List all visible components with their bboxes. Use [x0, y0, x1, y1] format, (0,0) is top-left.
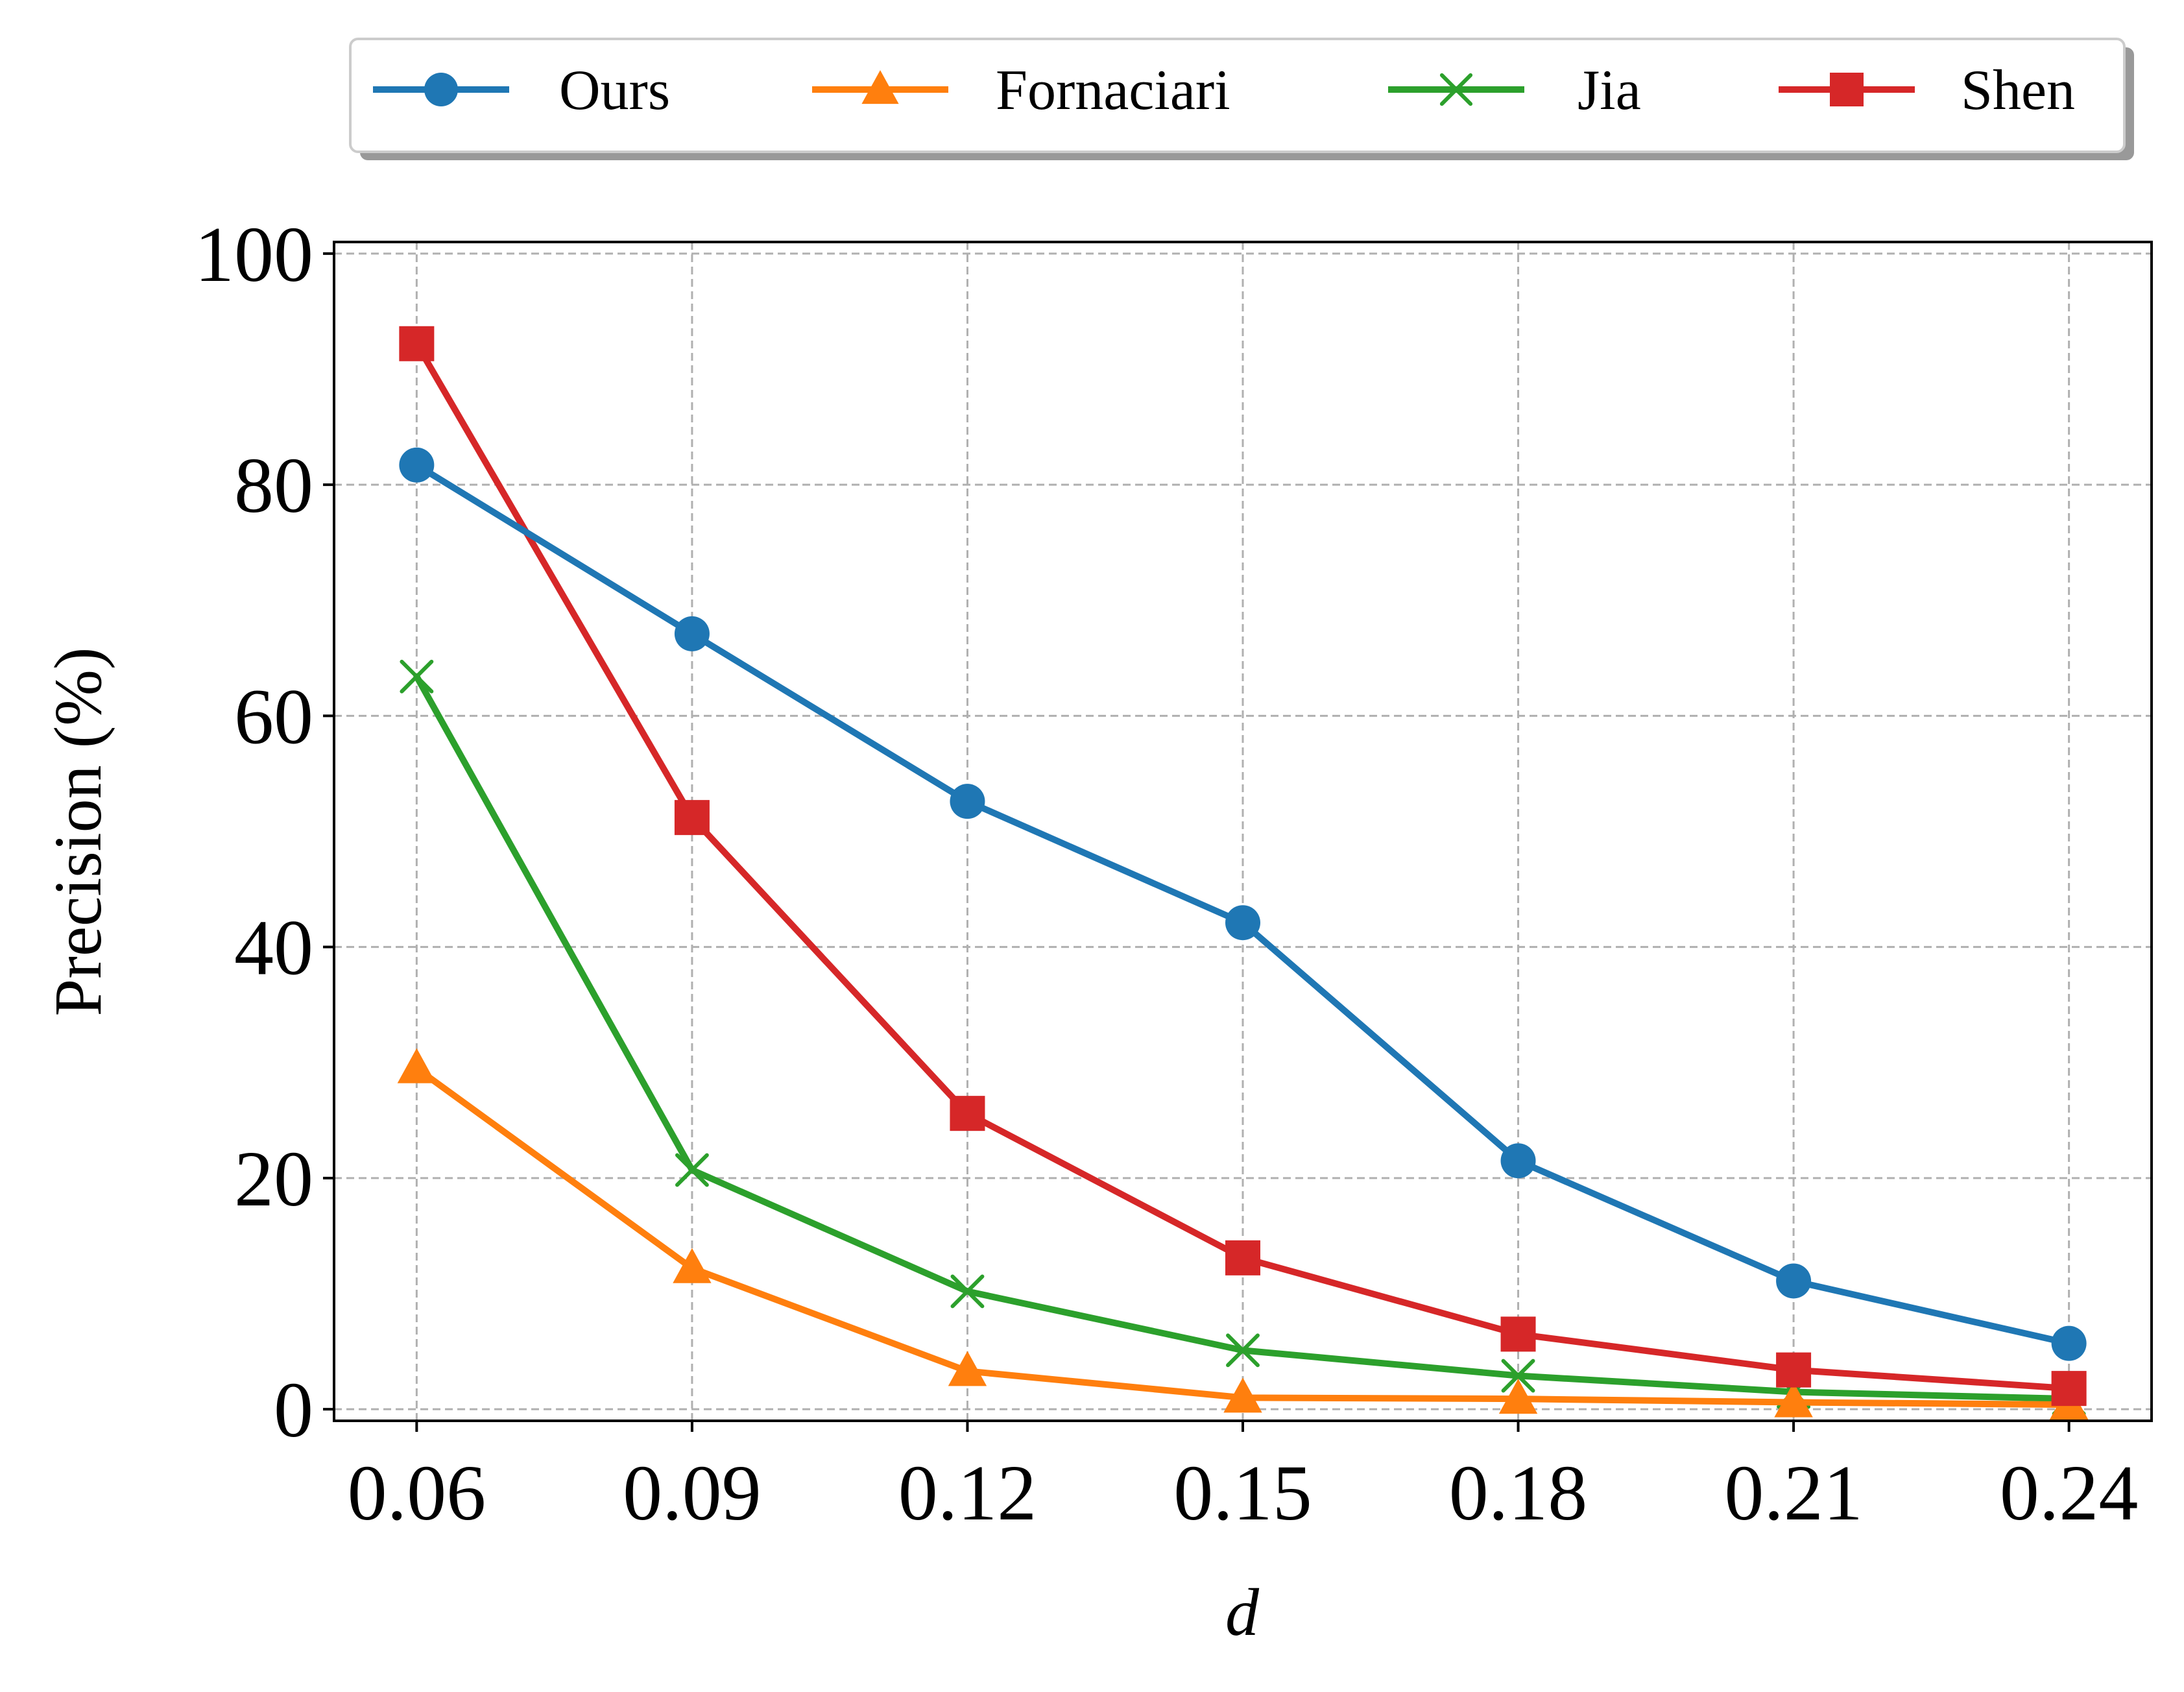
x-tick-label: 0.09 [623, 1449, 762, 1537]
series-fornaciari [397, 1048, 2089, 1420]
y-tick-label: 40 [234, 904, 313, 992]
series-line [413, 461, 2072, 1347]
data-point [397, 1048, 437, 1083]
data-point-stroke [1439, 73, 1473, 106]
data-point [1500, 1316, 1536, 1352]
data-point [399, 447, 435, 483]
y-tick-label: 80 [234, 442, 313, 529]
data-point [950, 1096, 985, 1131]
legend-label: Fornaciari [996, 59, 1230, 122]
y-tick-label: 0 [274, 1366, 313, 1454]
data-point [1226, 1333, 1260, 1368]
legend-items: Ours Fornaciari Jia Shen [373, 59, 2075, 122]
x-tick-label: 0.06 [348, 1449, 486, 1537]
x-tick-label: 0.21 [1724, 1449, 1863, 1537]
x-tick-label: 0.24 [2000, 1449, 2139, 1537]
y-tick-label: 20 [234, 1135, 313, 1223]
legend-box [349, 38, 2126, 153]
y-tick-label: 60 [234, 673, 313, 760]
y-axis-label: Precision (%) [41, 647, 115, 1017]
data-point [948, 1351, 987, 1386]
data-point [674, 616, 710, 651]
data-point [673, 1248, 712, 1283]
data-point [1830, 73, 1864, 106]
data-point-stroke [1226, 1333, 1260, 1368]
data-point [1501, 1359, 1535, 1393]
data-point [399, 326, 435, 361]
data-point [1776, 1263, 1812, 1299]
legend-entry-shen: Shen [1779, 59, 2075, 122]
series-ours [399, 447, 2087, 1361]
data-point-stroke [950, 1274, 985, 1309]
data-point-stroke [400, 659, 434, 694]
data-point [675, 1153, 709, 1187]
data-point [1439, 73, 1473, 106]
legend-entry-fornaciari: Fornaciari [812, 59, 1230, 122]
x-axis-label: d [1225, 1575, 1260, 1650]
data-point [2051, 1371, 2087, 1407]
legend-entry-ours: Ours [373, 59, 670, 122]
data-point-stroke [1501, 1359, 1535, 1393]
data-point [1225, 1240, 1260, 1275]
legend-label: Shen [1961, 59, 2075, 122]
data-point [950, 784, 985, 819]
data-point [1223, 1377, 1262, 1413]
legend: Ours Fornaciari Jia Shen [349, 38, 2134, 160]
data-point [1498, 1379, 1538, 1414]
data-point-stroke [675, 1153, 709, 1187]
data-point [424, 73, 458, 106]
y-tick-label: 100 [195, 211, 313, 298]
series-lines [397, 326, 2089, 1420]
x-tick-label: 0.12 [898, 1449, 1037, 1537]
axis-ticks: 0.06 0.09 0.12 0.15 0.18 0.21 0.24 0 20 40 60 80 100 [195, 211, 2138, 1537]
legend-label: Ours [559, 59, 670, 122]
data-point [861, 70, 899, 104]
data-point [400, 659, 434, 694]
data-point [674, 800, 710, 836]
grid-lines [334, 242, 2152, 1421]
series-shen [399, 326, 2087, 1407]
data-point [1774, 1382, 1813, 1418]
data-point [950, 1274, 985, 1309]
data-point [1225, 905, 1260, 941]
legend-label: Jia [1578, 59, 1641, 122]
x-tick-label: 0.18 [1449, 1449, 1588, 1537]
data-point [1500, 1143, 1536, 1179]
x-tick-label: 0.15 [1173, 1449, 1312, 1537]
legend-entry-jia: Jia [1388, 59, 1641, 122]
data-point [2051, 1325, 2087, 1361]
data-point [1776, 1352, 1812, 1388]
